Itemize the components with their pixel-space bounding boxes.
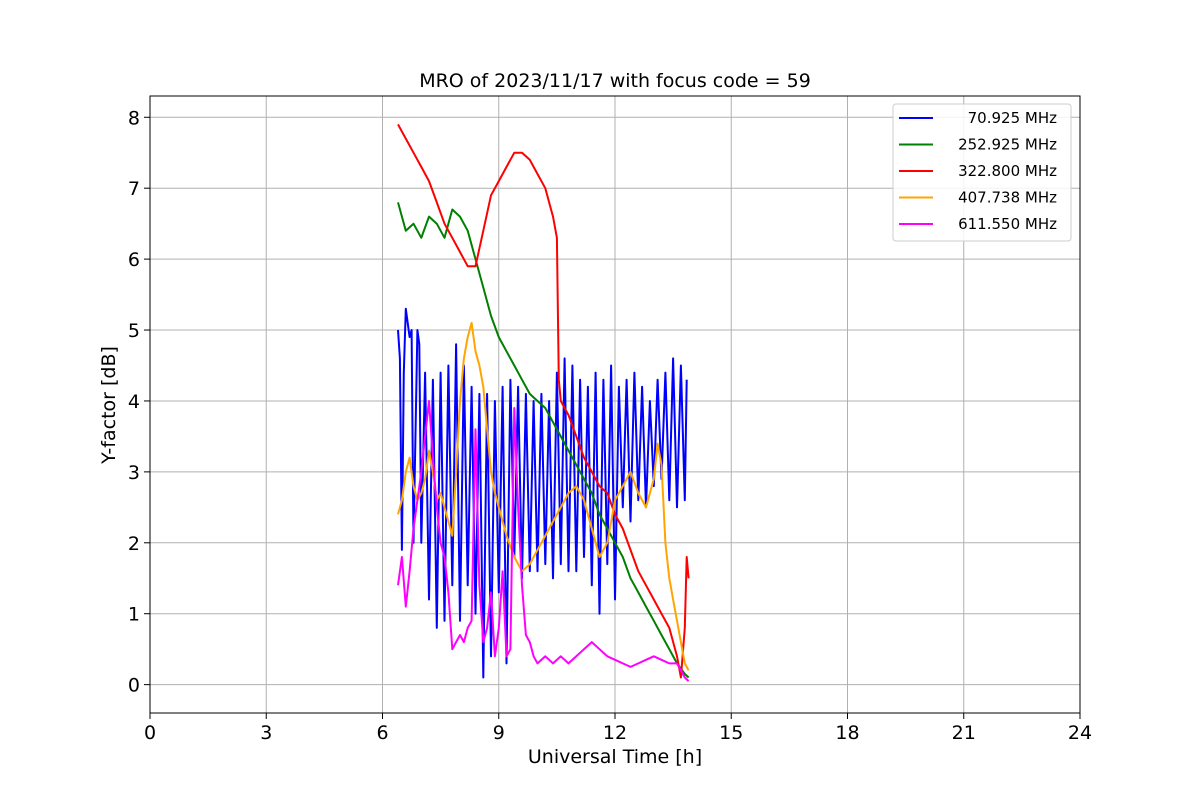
series-line-0 bbox=[397, 307, 688, 679]
y-tick-label-5: 5 bbox=[128, 320, 140, 342]
chart-title: MRO of 2023/11/17 with focus code = 59 bbox=[419, 70, 811, 92]
x-tick-label-6: 18 bbox=[835, 722, 859, 744]
x-tick-label-5: 15 bbox=[719, 722, 743, 744]
y-axis-label: Y-factor [dB] bbox=[98, 346, 120, 465]
x-tick-label-2: 6 bbox=[376, 722, 388, 744]
y-tick-label-8: 8 bbox=[128, 107, 140, 129]
y-tick-label-0: 0 bbox=[128, 675, 140, 697]
legend-label-1: 252.925 MHz bbox=[958, 136, 1057, 154]
y-tick-label-7: 7 bbox=[128, 178, 140, 200]
y-tick-label-1: 1 bbox=[128, 604, 140, 626]
y-tick-label-3: 3 bbox=[128, 462, 140, 484]
legend-label-4: 611.550 MHz bbox=[958, 215, 1057, 233]
legend-label-3: 407.738 MHz bbox=[958, 189, 1057, 207]
x-tick-label-0: 0 bbox=[144, 722, 156, 744]
x-tick-label-8: 24 bbox=[1068, 722, 1092, 744]
legend: 70.925 MHz 252.925 MHz 322.800 MHz 407.738 … bbox=[892, 103, 1072, 242]
legend-label-0: 70.925 MHz bbox=[968, 109, 1057, 127]
y-tick-label-4: 4 bbox=[128, 391, 140, 413]
legend-box bbox=[892, 103, 1072, 242]
y-tick-label-2: 2 bbox=[128, 533, 140, 555]
x-tick-label-4: 12 bbox=[603, 722, 627, 744]
y-tick-label-6: 6 bbox=[128, 249, 140, 271]
series-line-4 bbox=[397, 400, 690, 682]
x-tick-label-7: 21 bbox=[952, 722, 976, 744]
series-line-2 bbox=[397, 123, 690, 679]
legend-label-2: 322.800 MHz bbox=[958, 162, 1057, 180]
x-tick-label-1: 3 bbox=[260, 722, 272, 744]
series-layer bbox=[397, 123, 690, 682]
x-tick-label-3: 9 bbox=[493, 722, 505, 744]
x-axis-label: Universal Time [h] bbox=[528, 746, 702, 768]
